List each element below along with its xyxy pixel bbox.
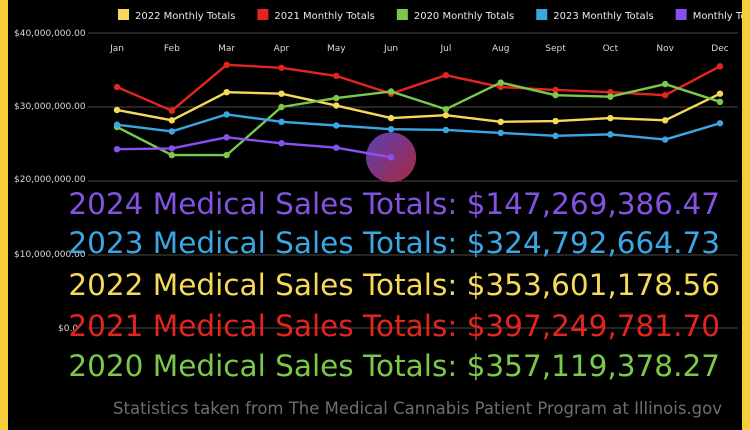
- x-tick-label: Sept: [545, 44, 566, 54]
- data-point: [223, 111, 230, 118]
- data-point: [716, 90, 724, 97]
- legend-label: 2022 Monthly Totals: [135, 11, 235, 22]
- data-point: [607, 93, 614, 100]
- data-point: [552, 132, 559, 140]
- data-point: [278, 118, 285, 126]
- data-point: [333, 102, 340, 109]
- y-tick-label: $30,000,000.00: [14, 102, 86, 112]
- legend-swatch: [536, 9, 548, 20]
- data-point: [333, 72, 340, 80]
- data-point: [607, 89, 614, 96]
- legend-swatch: [118, 9, 129, 20]
- data-point: [113, 145, 121, 153]
- data-point: [497, 118, 504, 126]
- total-2022: 2022 Medical Sales Totals: $353,601,178.…: [68, 268, 720, 302]
- data-point: [552, 86, 559, 94]
- data-point: [497, 83, 504, 91]
- data-point: [607, 131, 614, 138]
- legend-label: 2021 Monthly Totals: [274, 11, 374, 22]
- legend-label: 2023 Monthly Totals: [553, 11, 653, 22]
- x-tick-label: Mar: [218, 44, 235, 54]
- data-point: [552, 91, 559, 99]
- total-2023: 2023 Medical Sales Totals: $324,792,664.…: [68, 226, 720, 260]
- data-point: [661, 80, 669, 88]
- x-tick-label: Jan: [109, 44, 124, 54]
- data-point: [387, 114, 395, 122]
- data-point: [168, 128, 176, 135]
- series-line: [116, 113, 721, 141]
- data-point: [278, 140, 285, 147]
- chart-frame: 2022 Monthly Totals 2021 Monthly Totals 20…: [8, 0, 742, 430]
- x-tick-label: Dec: [711, 44, 728, 54]
- x-tick-label: May: [327, 44, 346, 54]
- series-line: [116, 63, 721, 112]
- data-point: [387, 154, 395, 161]
- data-point: [442, 126, 450, 134]
- source-footer: Statistics taken from The Medical Cannab…: [113, 399, 722, 418]
- data-point: [223, 134, 230, 141]
- x-tick-label: Nov: [656, 44, 674, 54]
- series-line: [116, 136, 392, 159]
- data-point: [223, 89, 230, 96]
- data-point: [442, 71, 450, 79]
- data-point: [223, 151, 230, 159]
- data-point: [442, 111, 450, 119]
- data-point: [168, 145, 176, 152]
- data-point: [278, 64, 285, 71]
- data-point: [113, 106, 121, 114]
- total-2021: 2021 Medical Sales Totals: $397,249,781.…: [68, 309, 720, 343]
- data-point: [333, 144, 340, 151]
- data-point: [716, 98, 724, 106]
- total-2020: 2020 Medical Sales Totals: $357,119,378.…: [68, 349, 720, 383]
- data-point: [387, 126, 395, 133]
- y-tick-label: $20,000,000.00: [14, 175, 86, 185]
- data-point: [168, 117, 176, 124]
- x-tick-label: Apr: [274, 44, 290, 54]
- series-line: [116, 90, 721, 124]
- data-point: [113, 121, 121, 128]
- data-point: [661, 117, 669, 124]
- x-tick-label: Jul: [439, 44, 451, 54]
- data-point: [716, 63, 724, 70]
- series-line: [116, 81, 721, 157]
- legend-swatch: [396, 9, 408, 20]
- data-point: [168, 107, 176, 114]
- data-point: [497, 129, 504, 137]
- data-point: [168, 151, 176, 159]
- data-point: [442, 106, 450, 113]
- line-chart: 2022 Monthly Totals 2021 Monthly Totals 20…: [88, 9, 742, 329]
- legend-swatch: [675, 9, 687, 20]
- x-tick-label: Oct: [603, 44, 619, 54]
- x-tick-label: Feb: [164, 44, 180, 54]
- data-point: [716, 120, 724, 127]
- legend-label: Monthly Totals: [693, 11, 742, 22]
- y-tick-label: $10,000,000.00: [14, 250, 86, 260]
- data-point: [278, 103, 285, 111]
- total-2024: 2024 Medical Sales Totals: $147,269,386.…: [68, 187, 720, 221]
- data-point: [113, 83, 121, 91]
- data-point: [552, 117, 559, 125]
- data-point: [278, 90, 285, 97]
- legend-swatch: [257, 9, 269, 20]
- y-tick-label: $0.0: [58, 324, 79, 334]
- data-point: [333, 122, 340, 129]
- legend-label: 2020 Monthly Totals: [414, 11, 514, 22]
- y-tick-label: $40,000,000.00: [14, 29, 86, 39]
- data-point: [333, 94, 340, 102]
- data-point: [661, 136, 669, 143]
- data-point: [497, 79, 504, 86]
- x-tick-label: Jun: [383, 44, 398, 54]
- data-point: [607, 114, 614, 122]
- data-point: [661, 91, 669, 99]
- data-point: [223, 61, 230, 69]
- x-tick-label: Aug: [492, 44, 510, 54]
- data-point: [387, 88, 395, 95]
